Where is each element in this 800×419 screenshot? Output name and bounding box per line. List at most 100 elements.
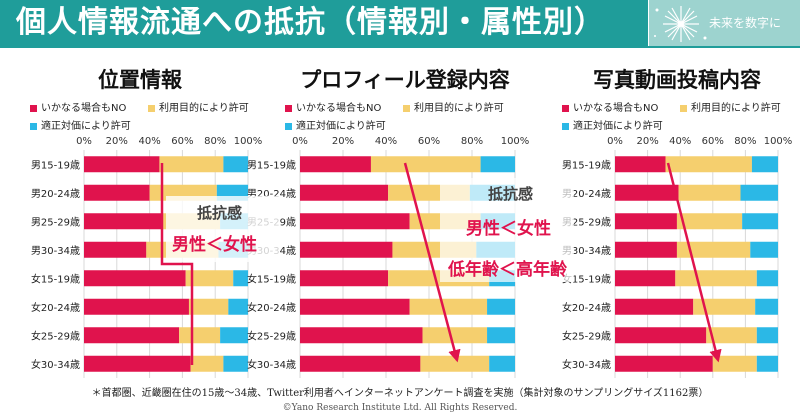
bar-segment	[615, 270, 676, 287]
bar-segment	[676, 241, 751, 258]
category-label: 男30-34歳	[562, 245, 611, 257]
legend-profile-1: いかなる場合もNO	[285, 99, 381, 114]
copyright: ©Yano Research Institute Ltd. All Rights…	[282, 403, 518, 413]
callout-box	[166, 196, 280, 262]
bar-segment	[84, 355, 191, 372]
x-tick-label: 60%	[171, 136, 193, 147]
legend-profile-2: 利用目的により許可	[403, 99, 504, 114]
bar-segment	[742, 213, 778, 230]
x-tick-label: 80%	[734, 136, 756, 147]
gender-label-2: 男性＜女性	[466, 219, 551, 239]
gender-label-1: 男性＜女性	[172, 235, 257, 255]
x-tick-label: 40%	[375, 136, 397, 147]
bar-segment	[223, 355, 248, 372]
x-tick-label: 0%	[76, 136, 92, 147]
x-tick-label: 100%	[764, 136, 793, 147]
x-tick-label: 80%	[461, 136, 483, 147]
category-label: 女30-34歳	[31, 358, 80, 371]
category-label: 男15-19歳	[31, 159, 80, 171]
x-tick-label: 0%	[292, 136, 308, 147]
legend-photo-1: いかなる場合もNO	[562, 99, 658, 114]
legend-swatch	[30, 104, 37, 112]
bar-segment	[756, 355, 778, 372]
bar-segment	[750, 241, 778, 258]
panel-title-location: 位置情報	[98, 67, 182, 92]
bar-segment	[480, 156, 515, 173]
x-tick-label: 40%	[669, 136, 691, 147]
legend-swatch	[562, 104, 569, 112]
category-label: 女25-29歳	[562, 329, 611, 342]
bar-segment	[751, 156, 778, 173]
category-label: 女15-19歳	[562, 272, 611, 285]
bar-segment	[300, 213, 410, 230]
category-label: 女15-19歳	[247, 272, 296, 285]
bar-segment	[489, 355, 515, 372]
bar-segment	[223, 156, 248, 173]
bar-segment	[615, 355, 713, 372]
callout-box	[440, 178, 574, 282]
legend-profile-3: 適正対価により許可	[285, 117, 386, 132]
age-label: 低年齢＜高年齢	[448, 260, 567, 280]
bar-segment	[159, 156, 224, 173]
category-label: 男15-19歳	[247, 159, 296, 171]
legend-swatch	[680, 104, 687, 112]
chart-photo: 0% 20% 40% 60% 80% 100% 男15-19歳男20-24歳男25-29歳男…	[562, 136, 792, 378]
bar-segment	[233, 270, 248, 287]
x-tick-label: 100%	[234, 136, 263, 147]
bar-segment	[487, 298, 515, 315]
bar-segment	[84, 241, 147, 258]
bar-segment	[84, 298, 189, 315]
legend-swatch	[30, 122, 37, 130]
bar-segment	[676, 213, 743, 230]
bar-segment	[300, 327, 423, 344]
legend-swatch	[285, 122, 292, 130]
resistance-label-2: 抵抗感	[488, 185, 534, 203]
bar-segment	[179, 327, 221, 344]
resistance-label-1: 抵抗感	[197, 204, 243, 222]
category-label: 男25-29歳	[31, 216, 80, 228]
legend-location-1: いかなる場合もNO	[30, 99, 126, 114]
bar-segment	[615, 184, 679, 201]
bar-segment	[615, 327, 707, 344]
category-label: 男25-29歳	[562, 216, 611, 228]
bar-segment	[712, 355, 757, 372]
bar-segment	[615, 241, 677, 258]
bar-segment	[706, 327, 757, 344]
bar-segment	[84, 327, 180, 344]
bar-segment	[300, 184, 389, 201]
header-rule	[0, 46, 800, 48]
x-tick-label: 60%	[418, 136, 440, 147]
logo-text: 未来を数字に	[709, 16, 782, 30]
legend-swatch	[562, 122, 569, 130]
bar-segment	[756, 327, 778, 344]
bar-segment	[84, 213, 163, 230]
annotations	[160, 162, 722, 365]
x-tick-label: 80%	[204, 136, 226, 147]
bar-segment	[84, 184, 150, 201]
legend-photo-2: 利用目的により許可	[680, 99, 781, 114]
panel-title-photo-video: 写真動画投稿内容	[593, 67, 761, 92]
bar-segment	[409, 298, 488, 315]
bar-segment	[300, 270, 389, 287]
bar-segment	[487, 327, 515, 344]
bar-segment	[228, 298, 248, 315]
bar-segment	[300, 298, 410, 315]
category-label: 男30-34歳	[31, 245, 80, 257]
x-tick-label: 20%	[636, 136, 658, 147]
bar-segment	[678, 184, 741, 201]
legend-location-3: 適正対価により許可	[30, 117, 131, 132]
bar-segment	[300, 355, 421, 372]
legend-location-2: 利用目的により許可	[148, 99, 249, 114]
bar-segment	[740, 184, 778, 201]
category-label: 女25-29歳	[31, 329, 80, 342]
trend-line	[160, 163, 194, 365]
survey-note: ＊首都圏、近畿圏在住の15歳～34歳、Twitter利用者へインターネットアンケ…	[91, 388, 709, 399]
trend-arrow	[403, 162, 461, 363]
x-tick-label: 20%	[106, 136, 128, 147]
bar-segment	[675, 270, 757, 287]
bar-segment	[84, 270, 186, 287]
category-label: 女20-24歳	[31, 301, 80, 314]
bar-segment	[185, 270, 234, 287]
